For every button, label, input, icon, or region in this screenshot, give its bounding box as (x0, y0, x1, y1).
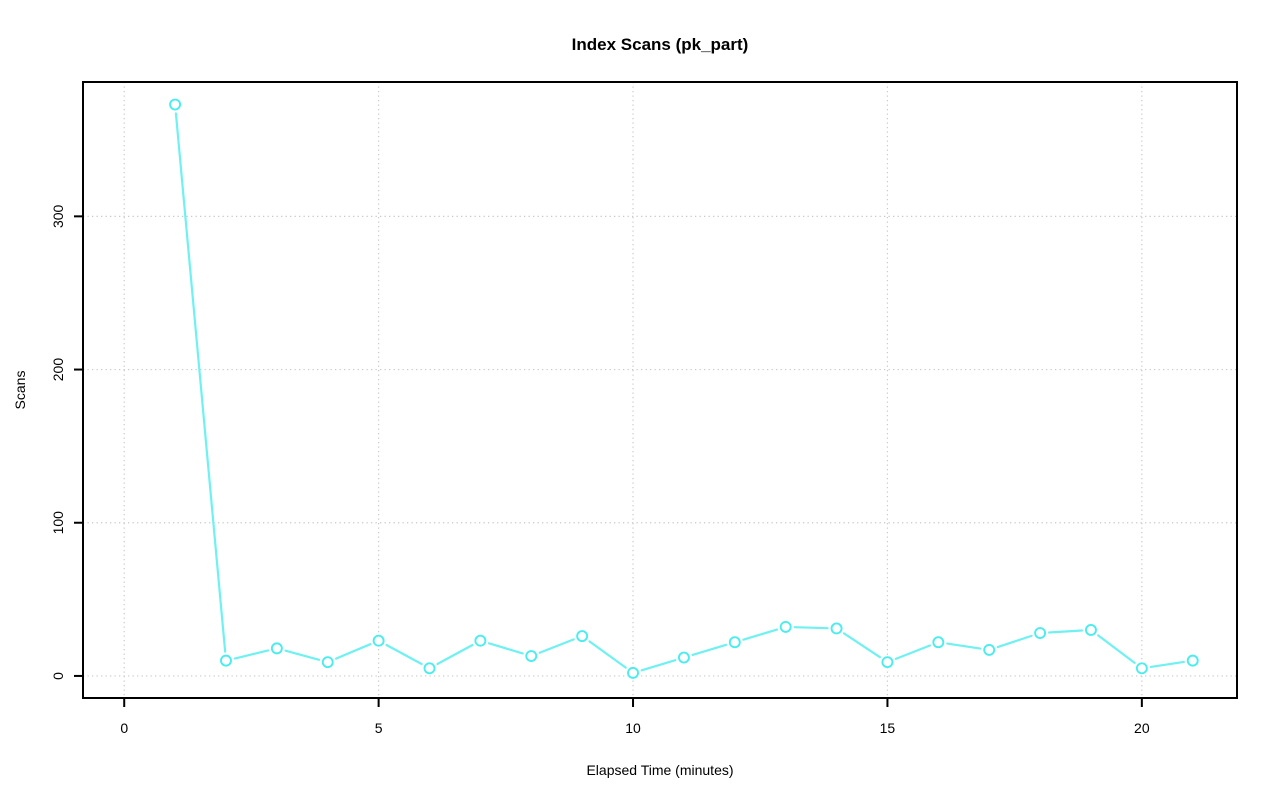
series-line-segment (538, 638, 575, 654)
data-point-marker (881, 656, 894, 669)
series-line-segment (640, 659, 677, 672)
x-tick-label: 5 (375, 720, 383, 736)
data-point-marker (1135, 662, 1148, 675)
series-line-segment (793, 626, 829, 630)
x-tick-label: 10 (625, 720, 641, 736)
data-point-marker (677, 651, 690, 664)
series-line-segment (1149, 660, 1185, 669)
data-point-marker (372, 634, 385, 647)
gridlines (83, 82, 1237, 698)
series-line-segment (691, 643, 728, 657)
data-point-marker (627, 666, 639, 679)
x-tick-label: 20 (1134, 720, 1150, 736)
series-line-segment (385, 643, 423, 666)
data-point-marker (1034, 627, 1047, 639)
data-point-marker (1085, 624, 1097, 636)
y-tick-label: 100 (50, 511, 66, 535)
series-line-segment (742, 628, 779, 641)
data-point-marker (220, 654, 232, 667)
y-axis-title: Scans (12, 371, 28, 410)
series-line-segment (284, 649, 321, 661)
series-line-segment (996, 634, 1033, 649)
series-line-segment (174, 112, 227, 653)
data-point-marker (423, 662, 436, 675)
plot-box (82, 81, 1238, 699)
data-point-marker (169, 98, 182, 111)
series-line-segment (1097, 634, 1136, 664)
x-tick-label: 15 (880, 720, 896, 736)
y-tick-label: 0 (50, 672, 66, 680)
x-axis-title: Elapsed Time (minutes) (586, 762, 733, 778)
series-line-segment (233, 649, 270, 660)
y-tick-label: 300 (50, 204, 66, 228)
data-point-marker (728, 636, 741, 649)
data-point-marker (932, 636, 945, 649)
data-point-marker (321, 656, 334, 669)
series-line-segment (894, 644, 932, 660)
x-tick-label: 0 (120, 720, 128, 736)
series-line-segment (436, 643, 474, 666)
series-line-segment (946, 642, 982, 650)
series-line-segment (1047, 629, 1084, 634)
data-point-marker (779, 620, 792, 633)
series-line-segment (588, 640, 627, 669)
series-line-segment (334, 643, 372, 660)
chart-title: Index Scans (pk_part) (572, 35, 749, 54)
data-point-marker (270, 642, 283, 655)
data-point-marker (474, 634, 487, 647)
data-point-marker (576, 630, 589, 643)
data-point-marker (525, 650, 538, 662)
series-line-segment (842, 632, 882, 659)
data-series (169, 98, 1199, 679)
data-point-marker (983, 643, 996, 656)
data-point-marker (1186, 654, 1199, 667)
data-point-marker (830, 622, 843, 635)
series-line-segment (487, 642, 524, 655)
y-tick-label: 200 (50, 358, 66, 382)
